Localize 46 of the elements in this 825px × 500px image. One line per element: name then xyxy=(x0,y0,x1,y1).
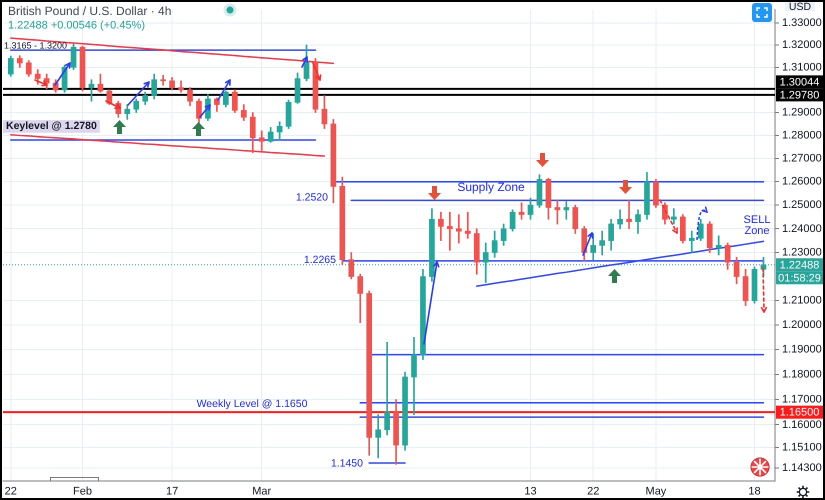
y-tick-label: 1.33000 xyxy=(782,16,822,29)
y-tick-label: 1.27000 xyxy=(782,152,822,165)
y-axis-title: USD xyxy=(788,1,812,13)
y-tick-label: 1.25000 xyxy=(782,199,822,212)
y-tick-label: 1.29000 xyxy=(782,106,822,119)
x-tick-label: Mar xyxy=(252,486,272,498)
y-tick-label: 1.17000 xyxy=(782,394,822,406)
annotation: SELL Zone xyxy=(744,214,770,237)
candlestick xyxy=(88,79,94,102)
x-tick-label: 22 xyxy=(587,486,600,498)
ref-line-label: 1.29780 xyxy=(780,89,820,102)
y-tick-label: 1.15100 xyxy=(782,442,822,454)
y-tick-label: 1.18000 xyxy=(782,368,822,381)
candlestick xyxy=(518,202,524,220)
y-tick-label: 1.26000 xyxy=(782,176,822,188)
x-tick-label: 18 xyxy=(748,486,761,498)
y-tick-label: 1.20000 xyxy=(782,319,822,332)
y-tick-label: 1.31000 xyxy=(782,61,822,74)
annotation: Keylevel @ 1.2780 xyxy=(6,120,97,132)
annotation: 1.2265 xyxy=(304,254,336,266)
text: 1.22488 +0.00546 (+0.45%) xyxy=(8,20,146,32)
ref-line-label: 1.22488 xyxy=(780,259,820,272)
annotation: Supply Zone xyxy=(457,180,526,194)
ref-line-label: 1.16500 xyxy=(780,406,820,419)
annotation: 1.2520 xyxy=(296,192,328,204)
x-tick-label: Feb xyxy=(72,486,92,498)
y-tick-label: 1.21000 xyxy=(782,294,822,307)
y-tick-label: 1.14300 xyxy=(782,462,822,474)
annotation: Weekly Level @ 1.1650 xyxy=(196,398,308,410)
y-tick-label: 1.28000 xyxy=(782,129,822,142)
candlestick xyxy=(178,80,184,92)
x-tick-label: May xyxy=(646,486,667,498)
text: 01:58:29 xyxy=(778,272,821,284)
annotation: 1.1450 xyxy=(330,458,364,470)
y-tick-label: 1.19000 xyxy=(782,344,822,356)
ref-line-label: 1.30044 xyxy=(780,76,820,88)
y-tick-label: 1.24000 xyxy=(782,222,822,235)
y-tick-label: 1.16000 xyxy=(782,418,822,431)
x-tick-label: 22 xyxy=(4,486,17,498)
annotation: 1.3165 - 1.3200 xyxy=(4,40,68,51)
x-tick-label: 17 xyxy=(166,486,178,498)
y-tick-label: 1.32000 xyxy=(782,39,822,52)
x-tick-label: 13 xyxy=(524,486,537,498)
y-tick-label: 1.23000 xyxy=(782,246,822,259)
chart-title: British Pound / U.S. Dollar · 4h xyxy=(8,4,172,18)
candlestick xyxy=(626,200,632,230)
